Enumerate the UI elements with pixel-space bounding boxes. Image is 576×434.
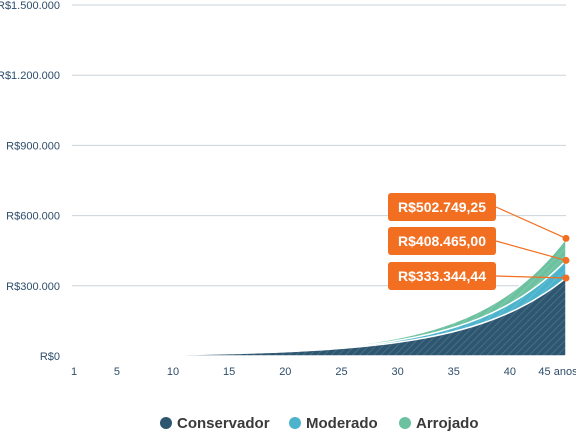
grid-lines xyxy=(72,4,566,357)
area-hatch-arrojado xyxy=(72,238,566,356)
callout-value-moderado: R$408.465,00 xyxy=(398,233,486,249)
callout-box-moderado xyxy=(388,227,496,255)
legend-label-arrojado: Arrojado xyxy=(416,415,479,432)
x-tick-label: 40 xyxy=(504,366,516,378)
x-tick-label: 15 xyxy=(223,366,235,378)
callout-dot-conservador xyxy=(562,274,570,282)
y-tick-label: R$900.000 xyxy=(6,140,60,152)
callout-value-arrojado: R$502.749,25 xyxy=(398,199,486,215)
callout-leader xyxy=(495,206,567,239)
legend-marker-moderado xyxy=(289,417,301,429)
x-tick-label: 45 anos xyxy=(538,366,576,378)
x-tick-label: 5 xyxy=(114,366,120,378)
y-tick-label: R$600.000 xyxy=(6,211,60,223)
legend: Conservador Moderado Arrojado xyxy=(160,415,479,432)
legend-marker-conservador xyxy=(160,417,172,429)
x-axis-ticks: 1 5 10 15 20 25 30 35 40 45 anos xyxy=(71,366,576,378)
callout-dot-arrojado xyxy=(562,234,570,242)
x-tick-label: 25 xyxy=(335,366,347,378)
callout-leader xyxy=(495,240,567,261)
y-tick-label: R$1.200.000 xyxy=(0,70,60,82)
y-tick-label: R$0 xyxy=(40,351,60,363)
y-axis-ticks: R$0 R$300.000 R$600.000 R$900.000 R$1.200.00… xyxy=(0,0,60,363)
area-series xyxy=(71,236,567,357)
area-hatch-conservador xyxy=(72,278,566,356)
x-tick-label: 10 xyxy=(167,366,179,378)
legend-label-conservador: Conservador xyxy=(177,415,270,432)
y-tick-label: R$1.500.000 xyxy=(0,0,60,12)
x-tick-label: 35 xyxy=(448,366,460,378)
legend-label-moderado: Moderado xyxy=(306,415,378,432)
value-callouts: R$502.749,25 R$408.465,00 R$333.344,44 xyxy=(388,193,570,290)
callout-box-conservador xyxy=(388,262,496,290)
area-hatch-moderado xyxy=(72,260,566,356)
callout-dot-moderado xyxy=(562,256,570,264)
legend-marker-arrojado xyxy=(399,417,411,429)
callout-box-arrojado xyxy=(388,193,496,221)
x-tick-label: 20 xyxy=(279,366,291,378)
y-tick-label: R$300.000 xyxy=(6,281,60,293)
x-tick-label: 30 xyxy=(391,366,403,378)
callout-value-conservador: R$333.344,44 xyxy=(398,268,486,284)
x-tick-label: 1 xyxy=(71,366,77,378)
callout-leader xyxy=(495,275,567,279)
